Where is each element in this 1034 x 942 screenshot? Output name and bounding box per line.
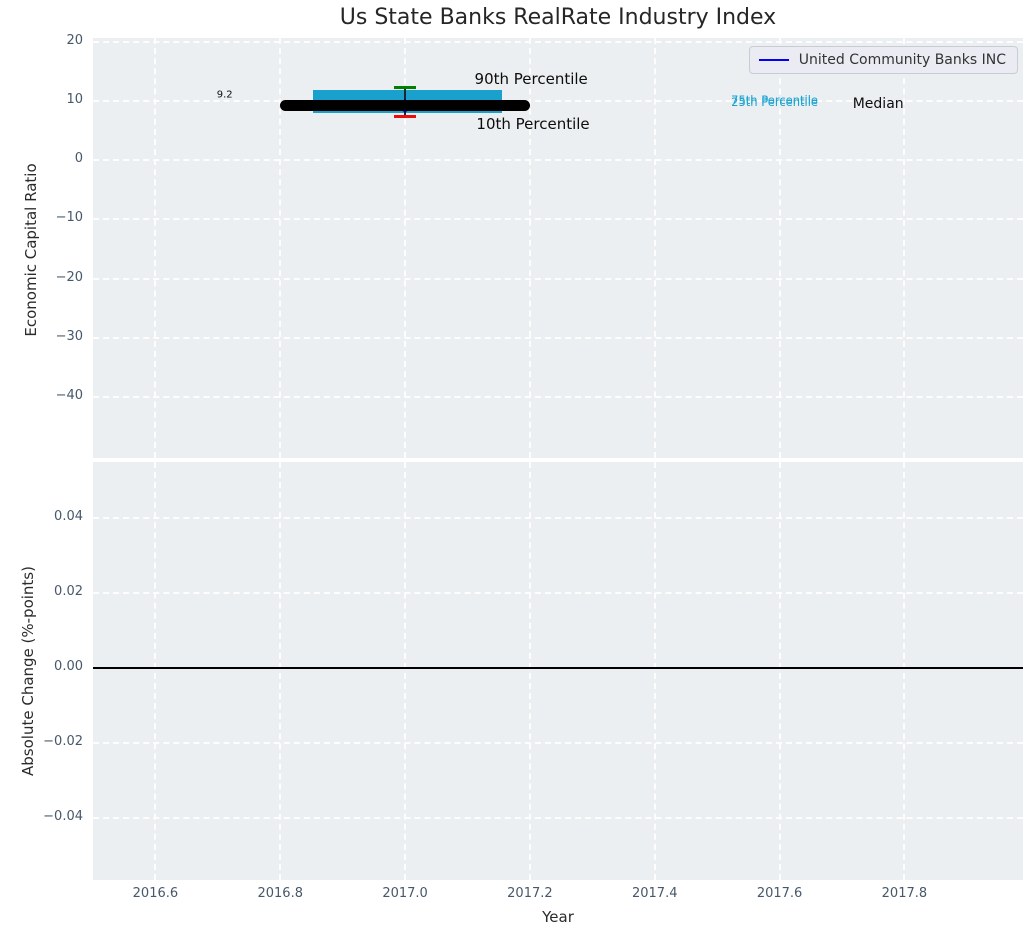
- legend-line-swatch: [758, 59, 789, 61]
- legend[interactable]: United Community Banks INC: [748, 46, 1018, 74]
- y-tick-label: 20: [66, 32, 83, 48]
- top-plot: [93, 38, 1023, 458]
- x-tick-label: 2017.0: [382, 886, 428, 901]
- x-tick-label: 2017.6: [756, 886, 803, 901]
- x-tick-label: 2016.8: [257, 886, 303, 901]
- x-tick-label: 2017.2: [507, 886, 553, 901]
- y-tick-label: 0.04: [54, 509, 83, 525]
- top-y-axis-label: Economic Capital Ratio: [22, 163, 40, 337]
- x-axis-label: Year: [542, 908, 574, 926]
- y-tick-label: 10: [66, 91, 83, 107]
- y-tick-label: −0.04: [43, 808, 83, 824]
- chart-title: Us State Banks RealRate Industry Index: [339, 5, 777, 30]
- x-tick-label: 2016.6: [132, 886, 179, 901]
- bottom-y-axis-label: Absolute Change (%-points): [19, 566, 37, 776]
- x-tick-label: 2017.8: [881, 886, 928, 901]
- x-tick-label: 2017.4: [631, 886, 678, 901]
- y-tick-label: −40: [55, 387, 83, 403]
- legend-label: United Community Banks INC: [798, 52, 1006, 68]
- bottom-plot: [93, 462, 1023, 880]
